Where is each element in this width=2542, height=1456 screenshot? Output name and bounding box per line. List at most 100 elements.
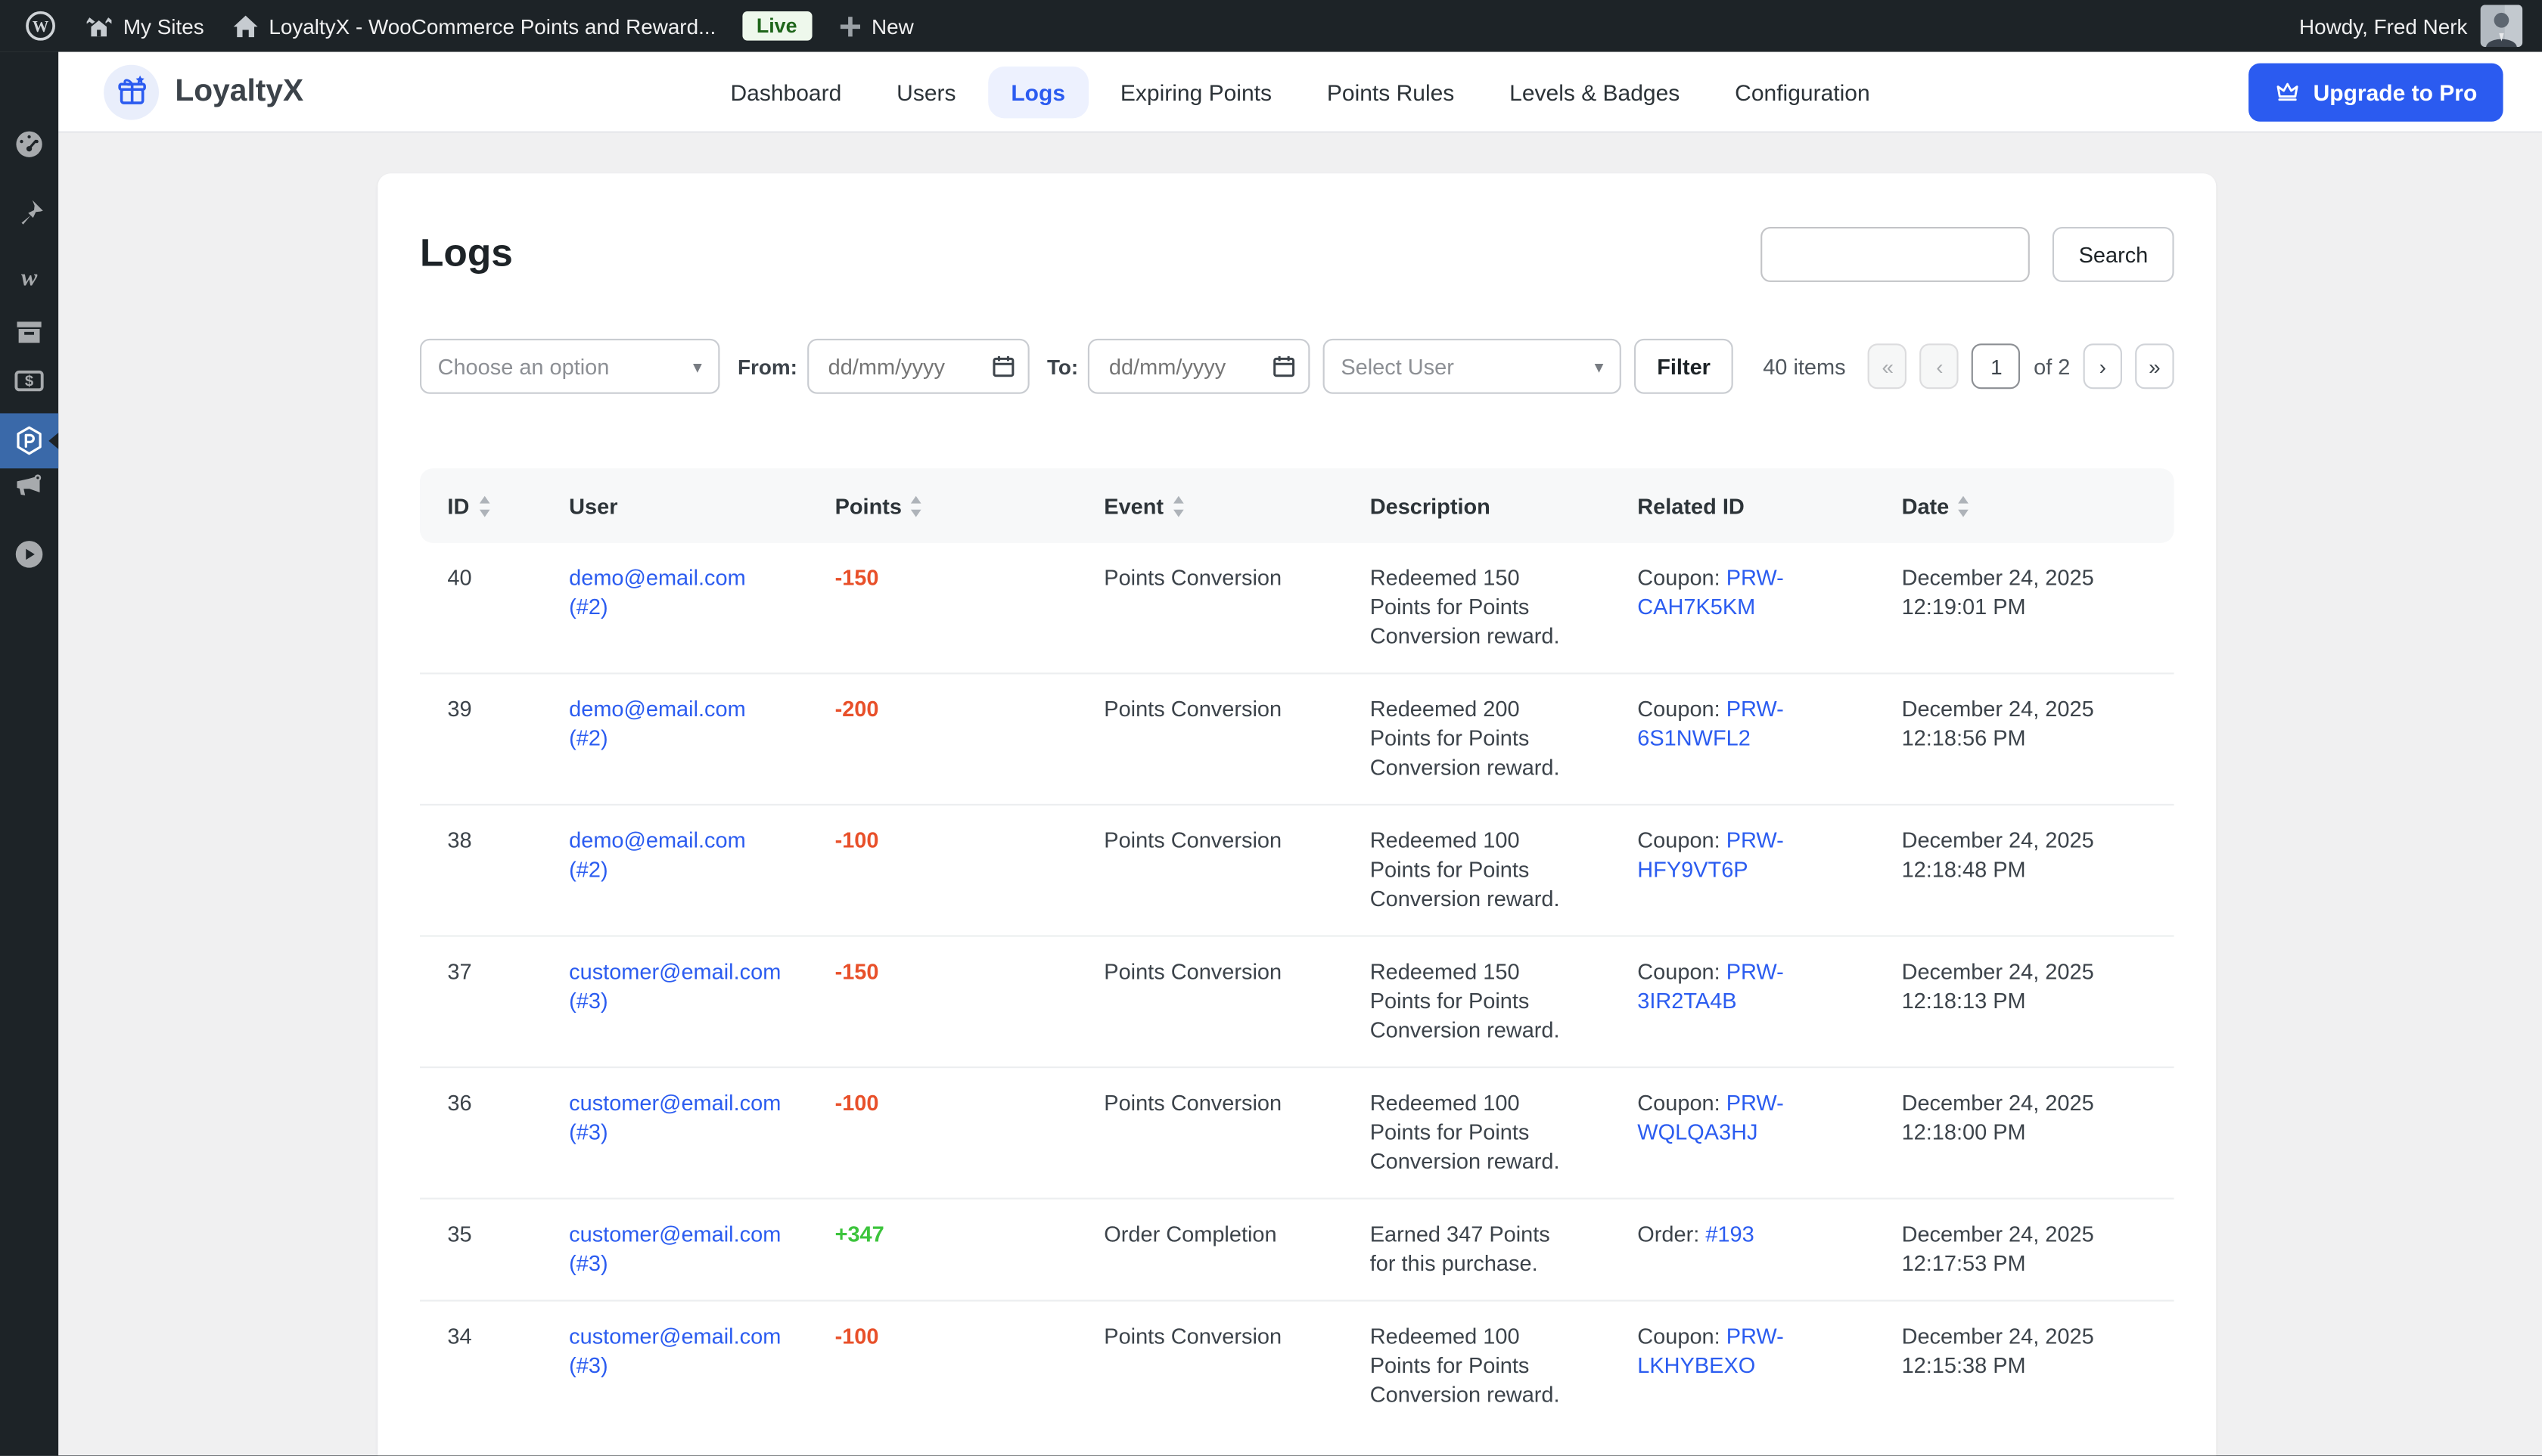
chevron-down-icon: ▾: [1594, 357, 1604, 377]
search-button[interactable]: Search: [2053, 227, 2174, 282]
col-points[interactable]: Points: [835, 494, 1105, 518]
menu-pinned[interactable]: [0, 185, 58, 240]
col-description-label: Description: [1369, 493, 1490, 518]
log-date-line: December 24, 2025: [1901, 565, 2094, 590]
search-group: Search: [1760, 227, 2174, 282]
log-date: December 24, 2025 12:19:01 PM: [1902, 564, 2174, 652]
log-related-id: Coupon: PRW-CAH7K5KM: [1637, 564, 1901, 652]
nav-dashboard[interactable]: Dashboard: [730, 78, 842, 105]
nav-expiring-points[interactable]: Expiring Points: [1120, 78, 1273, 105]
related-id-prefix: Coupon:: [1637, 828, 1726, 853]
log-time-line: 12:17:53 PM: [1901, 1251, 2026, 1276]
user-email-link[interactable]: customer@email.com: [569, 1091, 782, 1116]
user-id-link[interactable]: (#3): [569, 1251, 608, 1276]
brand: LoyaltyX: [104, 64, 303, 120]
admin-bar-account[interactable]: Howdy, Fred Nerk: [2299, 5, 2542, 48]
user-email-link[interactable]: customer@email.com: [569, 1324, 782, 1349]
log-description: Redeemed 150 Points for Points Conversio…: [1369, 565, 1560, 649]
menu-loyaltyx-active[interactable]: [0, 413, 59, 469]
to-date-input[interactable]: [1088, 338, 1310, 394]
new-content-menu[interactable]: New: [829, 14, 921, 38]
nav-configuration[interactable]: Configuration: [1735, 78, 1870, 105]
menu-media-play[interactable]: [0, 526, 58, 582]
menu-payments[interactable]: $: [0, 353, 58, 408]
user-id-link[interactable]: (#3): [569, 1353, 608, 1378]
filter-button[interactable]: Filter: [1634, 338, 1733, 394]
wordpress-icon: W: [26, 11, 55, 41]
log-event: Points Conversion: [1104, 1091, 1282, 1116]
menu-marketing[interactable]: [0, 458, 58, 514]
log-date-line: December 24, 2025: [1901, 1222, 2094, 1246]
menu-dashboard[interactable]: [0, 116, 58, 172]
log-user: customer@email.com (#3): [569, 1089, 834, 1177]
to-date-wrap: [1088, 338, 1310, 394]
search-input[interactable]: [1760, 227, 2031, 282]
nav-users[interactable]: Users: [897, 78, 956, 105]
nav-logs[interactable]: Logs: [988, 65, 1089, 118]
user-id-link[interactable]: (#3): [569, 989, 608, 1014]
log-related-id: Coupon: PRW-WQLQA3HJ: [1637, 1089, 1901, 1177]
nav-points-rules[interactable]: Points Rules: [1326, 78, 1455, 105]
user-id-link[interactable]: (#3): [569, 1119, 608, 1144]
log-user: customer@email.com (#3): [569, 1221, 834, 1279]
play-icon: [15, 541, 43, 568]
related-id-link[interactable]: PRW-3IR2TA4B: [1637, 959, 1784, 1014]
col-id-label: ID: [447, 493, 470, 518]
avatar: [2480, 5, 2523, 48]
user-id-link[interactable]: (#2): [569, 595, 608, 619]
menu-products[interactable]: [0, 305, 58, 360]
table-row: 40 demo@email.com (#2) -150 Points Conve…: [420, 543, 2174, 675]
event-filter-select[interactable]: Choose an option ▾: [420, 338, 720, 394]
brand-badge: [104, 64, 159, 120]
user-id-link[interactable]: (#2): [569, 857, 608, 882]
last-page-button[interactable]: »: [2135, 343, 2174, 390]
my-sites-menu[interactable]: My Sites: [76, 13, 213, 39]
upgrade-to-pro-button[interactable]: Upgrade to Pro: [2248, 62, 2503, 121]
wordpress-logo-icon[interactable]: W: [16, 10, 64, 42]
log-points: -100: [834, 1324, 879, 1349]
upgrade-label: Upgrade to Pro: [2313, 78, 2478, 105]
col-id[interactable]: ID: [447, 494, 569, 518]
log-event: Order Completion: [1104, 1222, 1277, 1246]
content-area: Logs Search Choose an option ▾ From:: [58, 132, 2542, 1456]
menu-w-plugin[interactable]: w: [0, 250, 58, 305]
related-id-link[interactable]: PRW-WQLQA3HJ: [1637, 1091, 1784, 1144]
user-email-link[interactable]: customer@email.com: [569, 959, 782, 984]
col-event[interactable]: Event: [1104, 494, 1369, 518]
user-email-link[interactable]: demo@email.com: [569, 828, 746, 853]
log-date-line: December 24, 2025: [1901, 1324, 2094, 1349]
pagination: 40 items « ‹ of 2 › »: [1763, 343, 2174, 390]
related-id-link[interactable]: #193: [1705, 1222, 1754, 1246]
log-date: December 24, 2025 12:18:48 PM: [1902, 827, 2174, 914]
log-user: customer@email.com (#3): [569, 958, 834, 1045]
current-page-input[interactable]: [1972, 343, 2021, 390]
log-related-id: Coupon: PRW-HFY9VT6P: [1637, 827, 1901, 914]
log-date-line: December 24, 2025: [1901, 1091, 2094, 1116]
related-id-link[interactable]: PRW-LKHYBEXO: [1637, 1324, 1784, 1378]
user-email-link[interactable]: demo@email.com: [569, 697, 746, 722]
log-time-line: 12:18:56 PM: [1901, 726, 2026, 751]
log-related-id: Order: #193: [1637, 1221, 1901, 1279]
user-email-link[interactable]: customer@email.com: [569, 1222, 782, 1246]
log-related-id: Coupon: PRW-6S1NWFL2: [1637, 695, 1901, 783]
first-page-button[interactable]: «: [1868, 343, 1908, 390]
user-filter-select[interactable]: Select User ▾: [1322, 338, 1622, 394]
site-name-menu[interactable]: LoyaltyX - WooCommerce Points and Reward…: [223, 13, 724, 39]
admin-bar-left: W My Sites LoyaltyX - WooCommerce Points…: [0, 10, 922, 42]
related-id-link[interactable]: PRW-CAH7K5KM: [1637, 565, 1784, 619]
next-page-button[interactable]: ›: [2083, 343, 2122, 390]
pushpin-icon: [20, 199, 42, 224]
user-id-link[interactable]: (#2): [569, 726, 608, 751]
log-points: -100: [834, 828, 879, 853]
nav-levels-badges[interactable]: Levels & Badges: [1509, 78, 1680, 105]
log-date: December 24, 2025 12:17:53 PM: [1902, 1221, 2174, 1279]
from-label: From:: [737, 354, 797, 379]
event-filter-value: Choose an option: [437, 354, 610, 379]
items-count: 40 items: [1763, 354, 1846, 379]
related-id-link[interactable]: PRW-HFY9VT6P: [1637, 828, 1784, 882]
prev-page-button[interactable]: ‹: [1920, 343, 1959, 390]
col-date[interactable]: Date: [1902, 494, 2174, 518]
related-id-link[interactable]: PRW-6S1NWFL2: [1637, 697, 1784, 751]
from-date-input[interactable]: [806, 338, 1030, 394]
user-email-link[interactable]: demo@email.com: [569, 565, 746, 590]
